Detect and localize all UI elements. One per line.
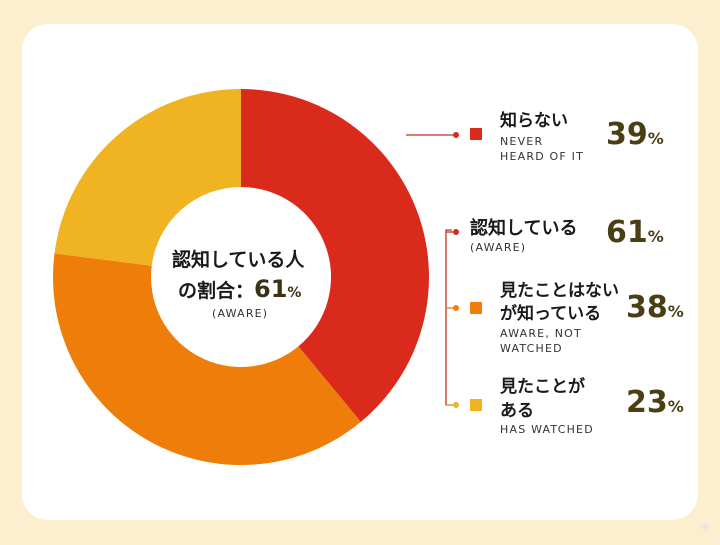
donut-slice-1 (52, 253, 361, 466)
connector-dot-watched (453, 402, 459, 408)
legend-notwatched-jp2: が知っている (500, 304, 602, 324)
legend-never-en1: NEVER (500, 135, 544, 148)
legend-watched-jp1: 見たことが (500, 377, 585, 397)
center-unit: % (287, 285, 302, 301)
legend-connectors (406, 132, 459, 408)
legend-watched-jp2: ある (500, 401, 534, 421)
legend-notwatched-value: 38% (626, 290, 684, 325)
legend-notwatched-en2: WATCHED (500, 342, 563, 355)
legend-notwatched-jp1: 見たことはない (500, 281, 619, 301)
center-ratio-prefix: の割合： (178, 280, 255, 302)
legend-notwatched-en1: AWARE, NOT (500, 327, 582, 340)
connector-dot-never (453, 132, 459, 138)
connector-dot-aware (453, 229, 459, 235)
center-title: 認知している人 (172, 249, 305, 271)
legend-aware-jp: 認知している (470, 218, 578, 239)
donut-slice-0 (241, 89, 429, 422)
legend-swatch-watched (470, 399, 482, 411)
legend-aware-en: (AWARE) (470, 241, 527, 254)
center-value: 61 (254, 275, 288, 303)
sparkle-icon: ✦ (698, 518, 712, 537)
connector-dot-notwatched (453, 305, 459, 311)
donut-slice-2 (54, 89, 241, 266)
legend-never-value: 39% (606, 117, 664, 152)
legend-aware-value: 61% (606, 215, 664, 250)
legend-swatch-notwatched (470, 302, 482, 314)
legend-watched-en: HAS WATCHED (500, 423, 594, 436)
legend-swatch-never (470, 128, 482, 140)
connector-bracket (445, 229, 452, 406)
legend-never-en2: HEARD OF IT (500, 150, 585, 163)
legend-watched-value: 23% (626, 385, 684, 420)
center-ratio: の割合：61% (178, 275, 301, 303)
center-sub: (AWARE) (212, 307, 269, 320)
legend-never-jp: 知らない (500, 111, 568, 131)
